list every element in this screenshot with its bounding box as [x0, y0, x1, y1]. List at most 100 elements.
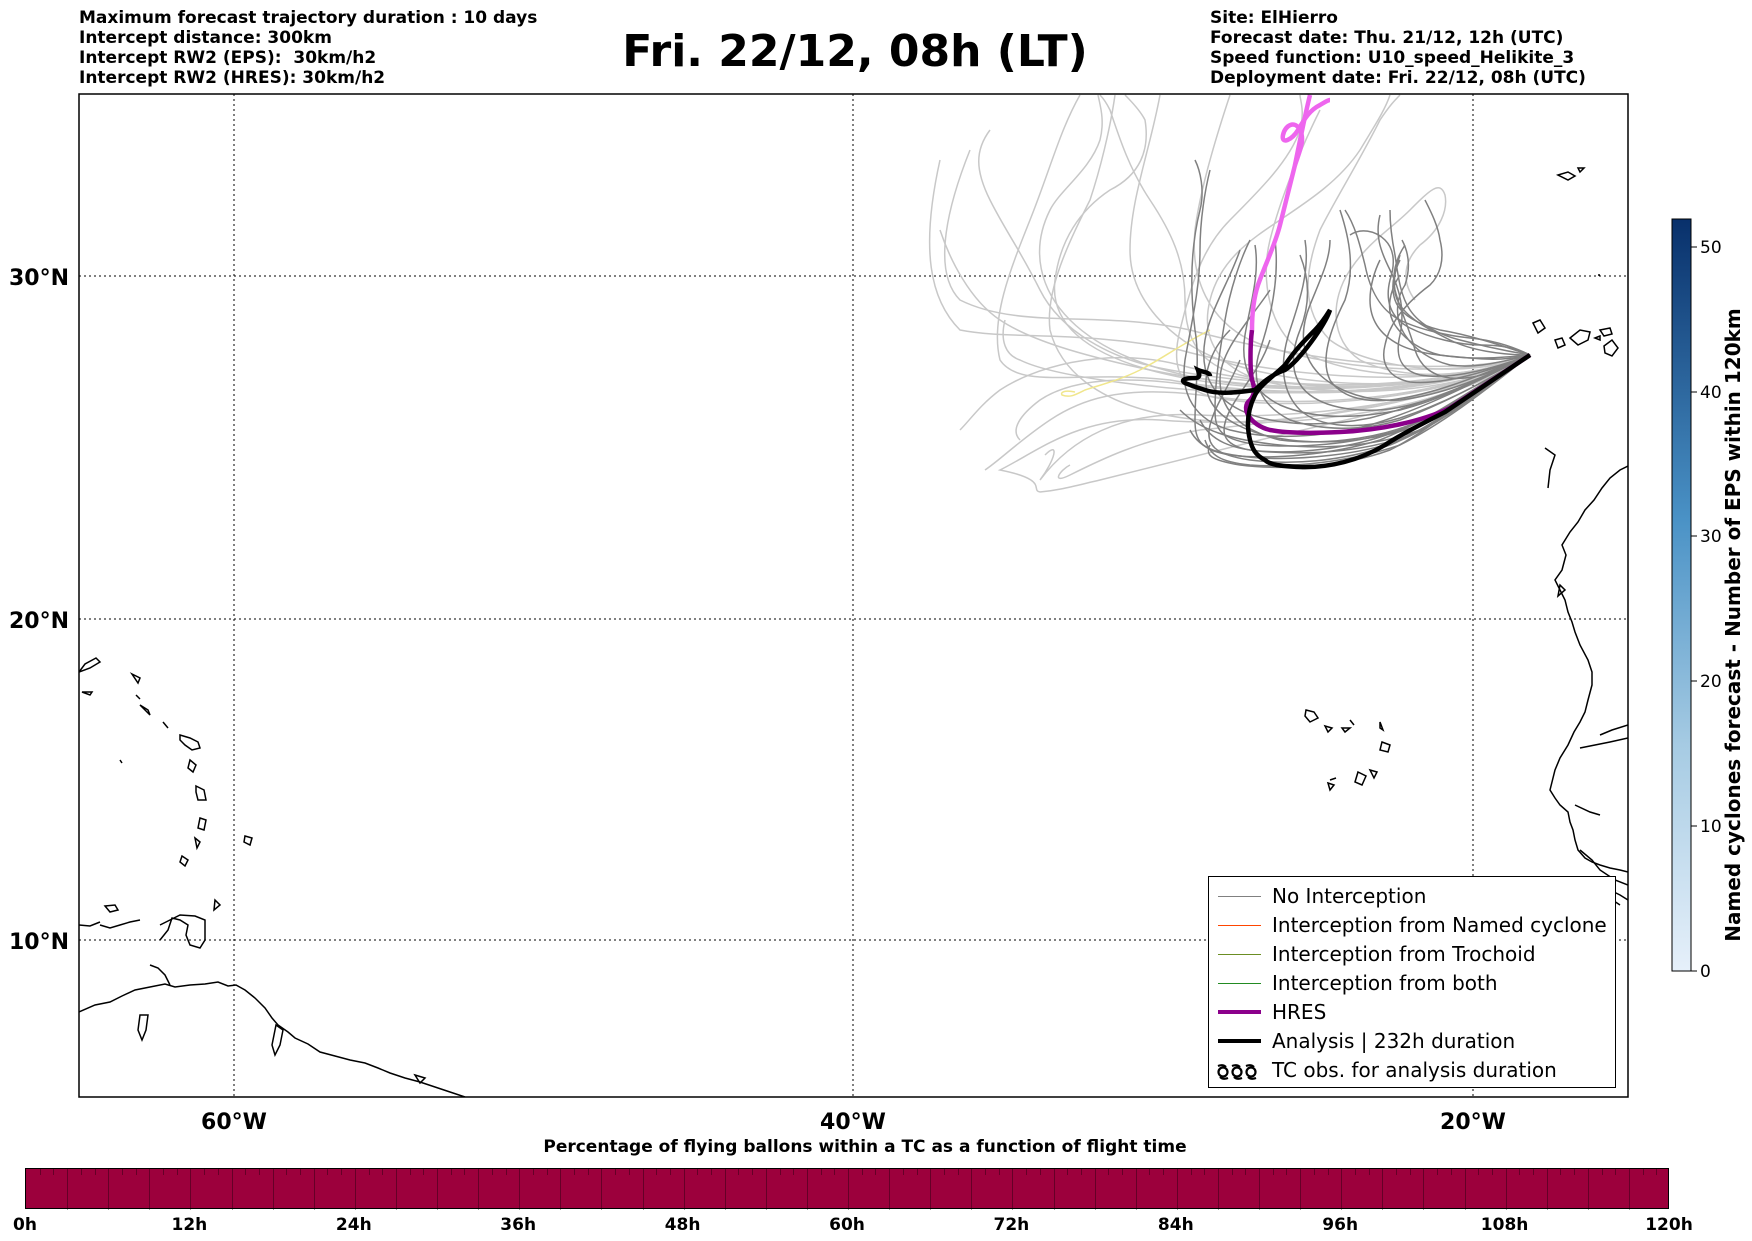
bottom-bar-divider	[587, 1169, 589, 1175]
legend-item-no-interception: No Interception	[1209, 882, 1615, 910]
bottom-bar-divider	[354, 1169, 356, 1210]
legend-label: Interception from both	[1272, 971, 1498, 995]
bottom-bar-divider	[861, 1169, 863, 1175]
bottom-bar-divider	[395, 1169, 397, 1210]
bottom-bar-divider	[765, 1169, 767, 1210]
time-label: 84h	[1157, 1215, 1194, 1235]
time-label: 24h	[335, 1215, 372, 1235]
bottom-bar-divider	[67, 1169, 69, 1210]
bottom-bar-divider	[1272, 1169, 1274, 1175]
bottom-bar-divider	[820, 1169, 822, 1175]
bottom-bar-divider	[560, 1169, 562, 1210]
bottom-bar-divider	[135, 1169, 137, 1175]
bottom-bar-divider	[943, 1169, 945, 1175]
time-label: 0h	[13, 1215, 37, 1235]
legend-item-tc-obs: TC obs. for analysis duration	[1209, 1056, 1615, 1084]
bottom-bar-divider	[848, 1169, 849, 1210]
bottom-bar-divider	[478, 1169, 480, 1210]
bottom-bar-divider	[1615, 1169, 1617, 1175]
lon-label-40w: 40°W	[820, 1110, 886, 1135]
legend-item-analysis: Analysis | 232h duration	[1209, 1027, 1615, 1055]
bottom-bar-divider	[163, 1169, 164, 1175]
bottom-bar-divider	[1656, 1169, 1658, 1175]
info-forecast-date: Forecast date: Thu. 21/12, 12h (UTC)	[1210, 28, 1564, 48]
bottom-bar-divider	[286, 1169, 288, 1175]
bottom-bar-divider	[889, 1169, 891, 1210]
bottom-bar-divider	[930, 1169, 932, 1210]
bottom-bar-divider	[1628, 1169, 1630, 1210]
bottom-bar-divider	[382, 1169, 384, 1175]
bottom-bar-divider	[1478, 1169, 1480, 1175]
bottom-bar-divider	[1053, 1169, 1055, 1210]
bottom-bar-divider	[80, 1169, 82, 1175]
bottom-percentage-bar	[25, 1168, 1669, 1210]
bottom-bar-divider	[1327, 1169, 1329, 1175]
colorbar-tick-40: 40	[1700, 383, 1722, 403]
bottom-bar-divider	[300, 1169, 301, 1175]
bottom-bar-divider	[108, 1169, 110, 1210]
legend-item-both: Interception from both	[1209, 969, 1615, 997]
bottom-bar-divider	[1204, 1169, 1206, 1175]
info-intercept-eps: Intercept RW2 (EPS): 30km/h2	[79, 48, 377, 68]
info-deployment-date: Deployment date: Fri. 22/12, 08h (UTC)	[1210, 68, 1586, 88]
bottom-bar-divider	[1286, 1169, 1288, 1175]
bottom-bar-divider	[341, 1169, 343, 1175]
colorbar-title: Named cyclones forecast - Number of EPS …	[1721, 308, 1745, 942]
bottom-bar-divider	[1382, 1169, 1384, 1210]
bottom-bar-divider	[327, 1169, 329, 1175]
bottom-bar-divider	[1259, 1169, 1260, 1210]
bottom-bar-divider	[1574, 1169, 1576, 1175]
colorbar-tick-0: 0	[1700, 962, 1711, 982]
trajectory-analysis	[1180, 308, 1532, 470]
bottom-bar-divider	[409, 1169, 411, 1175]
time-label: 36h	[500, 1215, 537, 1235]
bottom-bar-divider	[53, 1169, 55, 1175]
bottom-bar-caption: Percentage of flying ballons within a TC…	[543, 1137, 1187, 1157]
bottom-bar-divider	[1190, 1169, 1192, 1175]
bottom-bar-divider	[423, 1169, 425, 1175]
bottom-bar-divider	[190, 1169, 192, 1210]
time-label: 120h	[1645, 1215, 1693, 1235]
bottom-bar-divider	[1217, 1169, 1219, 1210]
bottom-bar-divider	[711, 1169, 712, 1175]
bottom-bar-divider	[1012, 1169, 1014, 1210]
bottom-bar-divider	[149, 1169, 151, 1210]
trajectories-light	[928, 94, 1531, 493]
bottom-bar-divider	[272, 1169, 274, 1210]
time-label: 12h	[171, 1215, 208, 1235]
legend-item-named-cyclone: Interception from Named cyclone	[1209, 911, 1615, 939]
bottom-bar-divider	[546, 1169, 548, 1175]
legend-swatch	[1218, 896, 1261, 897]
time-label: 72h	[993, 1215, 1030, 1235]
time-label: 60h	[829, 1215, 865, 1235]
bottom-bar-divider	[875, 1169, 877, 1175]
bottom-bar-divider	[738, 1169, 740, 1175]
bottom-bar-divider	[1067, 1169, 1069, 1175]
bottom-bar-divider	[998, 1169, 1000, 1175]
bottom-bar-divider	[1505, 1169, 1507, 1210]
bottom-bar-divider	[313, 1169, 315, 1210]
bottom-bar-divider	[1341, 1169, 1343, 1210]
colorbar-tick-10: 10	[1700, 817, 1722, 837]
bottom-bar-divider	[724, 1169, 726, 1210]
bottom-bar-divider	[204, 1169, 206, 1175]
bottom-bar-divider	[1464, 1169, 1466, 1210]
bottom-bar-divider	[217, 1169, 219, 1175]
bottom-bar-divider	[1245, 1169, 1247, 1175]
coastline-caribbean	[79, 657, 466, 1097]
legend-label: Analysis | 232h duration	[1272, 1029, 1516, 1053]
bottom-bar-divider	[1231, 1169, 1233, 1175]
bottom-bar-divider	[1135, 1169, 1137, 1210]
bottom-bar-divider	[1587, 1169, 1589, 1210]
legend-label: No Interception	[1272, 884, 1427, 908]
bottom-bar-divider	[450, 1169, 452, 1175]
page-title: Fri. 22/12, 08h (LT)	[622, 26, 1088, 77]
bottom-bar-divider	[491, 1169, 493, 1175]
bottom-bar-divider	[601, 1169, 603, 1210]
bottom-bar-divider	[1519, 1169, 1521, 1175]
bottom-bar-divider	[902, 1169, 904, 1175]
bottom-bar-divider	[1368, 1169, 1370, 1175]
bottom-bar-divider	[1080, 1169, 1082, 1175]
legend-label: Interception from Named cyclone	[1272, 913, 1607, 937]
bottom-bar-divider	[1396, 1169, 1397, 1175]
